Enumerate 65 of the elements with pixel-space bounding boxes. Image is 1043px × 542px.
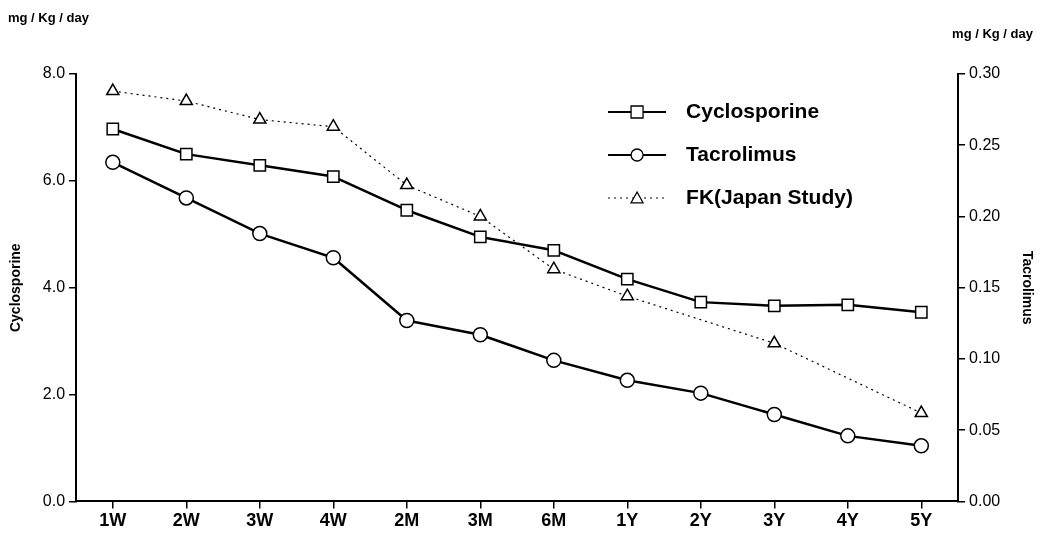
y2-tick-label: 0.00 [969,491,1001,509]
point [253,158,267,172]
point [766,406,783,423]
point [252,225,268,242]
text: mg / Kg / day [8,10,90,26]
y-tick-label: 4.0 [42,278,66,296]
x-tick-label: 2W [172,510,200,531]
y-tick-label: 0.0 [42,491,66,509]
point [399,177,414,190]
y2-tick-label: 0.25 [969,135,1001,153]
point [841,298,855,312]
y-tick-label: 6.0 [42,171,66,189]
y-tick-label: 2.0 [42,384,66,402]
y2-tick-label: 0.05 [969,420,1001,438]
point [473,230,487,244]
y-tick-label: 8.0 [42,64,66,82]
point [840,428,856,444]
point [326,118,341,131]
point [620,272,634,286]
point [179,93,194,106]
point [620,288,635,301]
point [399,312,415,329]
point [179,147,193,161]
point [914,305,928,319]
point [913,438,930,454]
point [400,203,414,217]
y2-tick-label: 0.30 [969,64,1001,82]
point [472,326,489,343]
x-tick-label: 3M [467,510,493,531]
x-tick-label: 5Y [910,510,933,531]
x-tick-label: 3W [246,510,274,531]
x-tick-label: 1W [99,510,127,531]
point [914,405,929,418]
point [105,83,120,96]
point [325,250,342,266]
point [178,190,195,206]
x-tick-label: 2M [394,510,420,531]
point [326,170,340,183]
x-tick-label: 4W [319,510,347,531]
y2-tick-label: 0.10 [969,349,1001,367]
x-tick-label: 3Y [763,510,786,531]
point [547,243,561,257]
x-tick-label: 2Y [689,510,712,531]
x-tick-label: 6M [541,510,567,531]
point [693,385,709,401]
point [105,154,121,171]
y-axis-title: Cyclosporine [7,243,24,333]
point [252,111,267,124]
x-tick-label: 4Y [836,510,859,531]
legend-label: Cyclosporine [686,98,820,122]
point [694,295,708,309]
point [546,352,562,369]
point [619,372,636,389]
point [473,208,488,221]
y2-axis-title: Tacrolimus [1019,250,1036,325]
legend-label: FK(Japan Study) [686,184,853,208]
point [106,122,120,136]
point [546,261,561,274]
point [767,335,782,348]
x-tick-label: 1Y [616,510,639,531]
text: mg / Kg / day [952,26,1034,42]
legend-label: Tacrolimus [686,141,797,165]
point [767,299,781,313]
y2-tick-label: 0.20 [969,206,1001,224]
y2-tick-label: 0.15 [969,278,1001,296]
